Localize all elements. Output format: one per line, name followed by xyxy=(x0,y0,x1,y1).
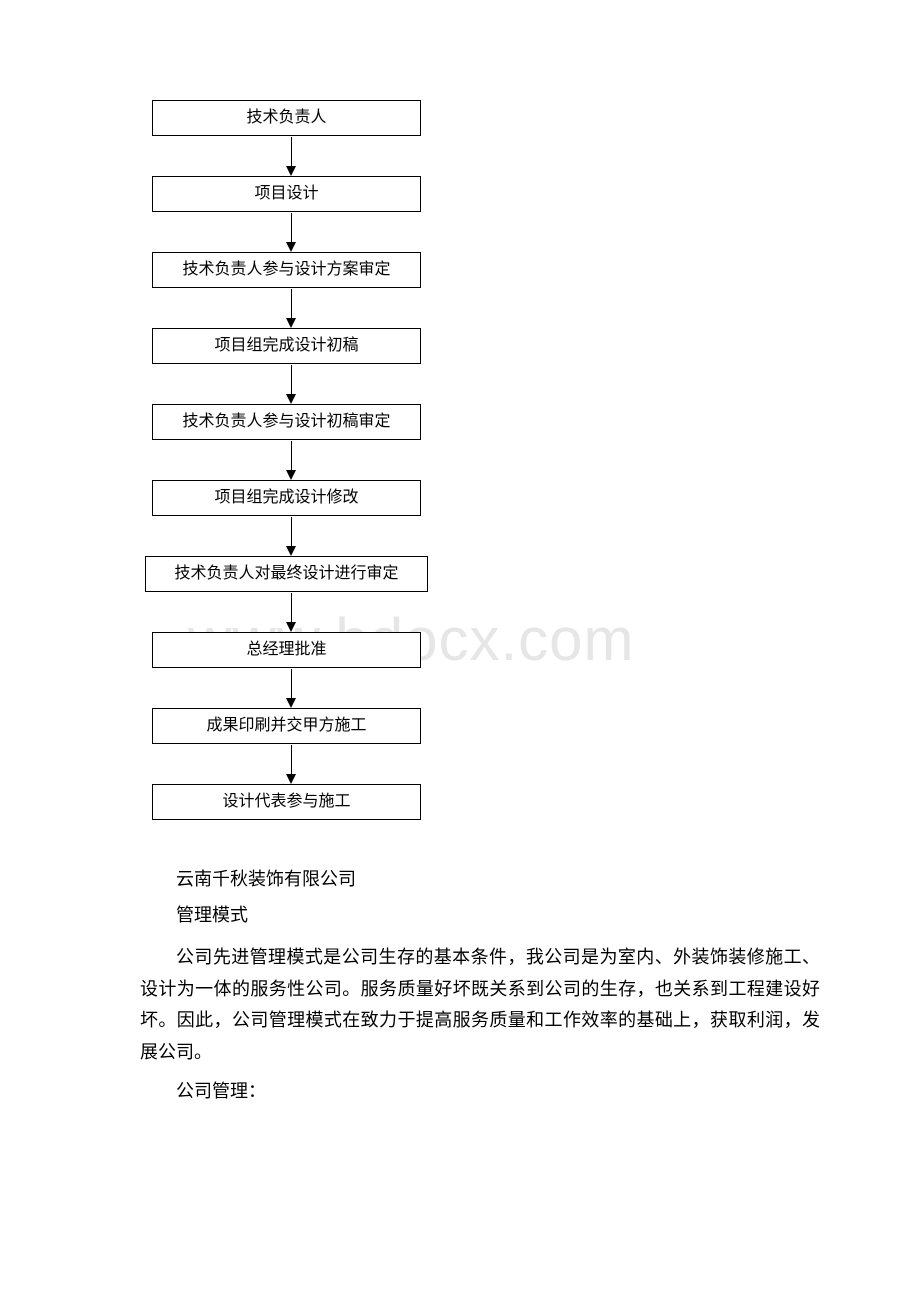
subsection-title: 公司管理： xyxy=(140,1082,820,1100)
flow-node: 技术负责人参与设计初稿审定 xyxy=(152,404,421,440)
flow-node: 项目设计 xyxy=(152,176,421,212)
flow-node: 技术负责人参与设计方案审定 xyxy=(152,252,421,288)
flow-arrow xyxy=(286,440,296,480)
page-container: 技术负责人项目设计技术负责人参与设计方案审定项目组完成设计初稿技术负责人参与设计… xyxy=(0,0,920,1178)
flow-arrow xyxy=(286,364,296,404)
body-paragraph: 公司先进管理模式是公司生存的基本条件，我公司是为室内、外装饰装修施工、设计为一体… xyxy=(140,942,820,1068)
company-name: 云南千秋装饰有限公司 xyxy=(140,870,820,888)
flow-arrow xyxy=(286,288,296,328)
flow-node: 成果印刷并交甲方施工 xyxy=(152,708,421,744)
flow-node: 技术负责人对最终设计进行审定 xyxy=(145,556,428,592)
flow-arrow xyxy=(286,744,296,784)
flow-arrow xyxy=(286,212,296,252)
flowchart-diagram: 技术负责人项目设计技术负责人参与设计方案审定项目组完成设计初稿技术负责人参与设计… xyxy=(152,100,830,820)
flow-node: 设计代表参与施工 xyxy=(152,784,421,820)
flow-arrow xyxy=(286,516,296,556)
flow-node: 总经理批准 xyxy=(152,632,421,668)
flow-arrow xyxy=(286,668,296,708)
flow-arrow xyxy=(286,136,296,176)
flow-node: 技术负责人 xyxy=(152,100,421,136)
document-text-content: 云南千秋装饰有限公司 管理模式 公司先进管理模式是公司生存的基本条件，我公司是为… xyxy=(90,870,830,1100)
section-title: 管理模式 xyxy=(140,906,820,924)
flow-arrow xyxy=(286,592,296,632)
flow-node: 项目组完成设计初稿 xyxy=(152,328,421,364)
flow-node: 项目组完成设计修改 xyxy=(152,480,421,516)
